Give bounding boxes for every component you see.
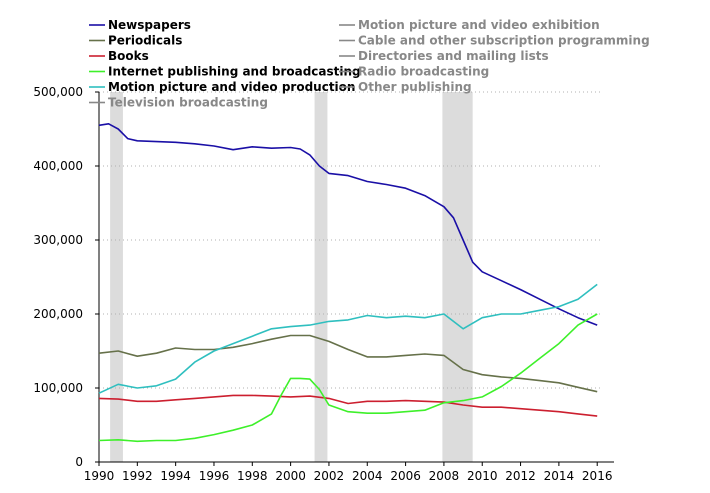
series-lines bbox=[98, 123, 598, 443]
legend-item-internet-publishing-and-broadcasting[interactable]: Internet publishing and broadcasting bbox=[89, 65, 361, 79]
legend-item-other-publishing[interactable]: Other publishing bbox=[339, 80, 472, 94]
x-tick-label: 2004 bbox=[352, 469, 383, 483]
recession-band-2 bbox=[314, 92, 328, 462]
legend-item-motion-picture-and-video-exhibition[interactable]: Motion picture and video exhibition bbox=[339, 18, 600, 32]
series-line-periodicals bbox=[98, 334, 598, 393]
x-tick-label: 2012 bbox=[505, 469, 536, 483]
x-tick-label: 1998 bbox=[237, 469, 268, 483]
legend-label: Motion picture and video exhibition bbox=[358, 18, 600, 32]
legend-item-motion-picture-and-video-production[interactable]: Motion picture and video production bbox=[89, 80, 355, 94]
y-tick-label: 500,000 bbox=[33, 85, 83, 99]
x-tick-label: 2002 bbox=[314, 469, 345, 483]
legend-label: Other publishing bbox=[358, 80, 472, 94]
legend-label: Radio broadcasting bbox=[358, 65, 489, 79]
legend-label: Periodicals bbox=[108, 34, 182, 48]
x-tick-label: 1994 bbox=[160, 469, 191, 483]
x-tick-label: 2000 bbox=[275, 469, 306, 483]
x-tick-label: 1996 bbox=[199, 469, 230, 483]
legend-item-radio-broadcasting[interactable]: Radio broadcasting bbox=[339, 65, 489, 79]
series-line-motion-picture-and-video-production bbox=[98, 283, 598, 394]
series-line-internet-publishing-and-broadcasting bbox=[98, 313, 598, 443]
recession-band-1 bbox=[110, 92, 123, 462]
legend-item-periodicals[interactable]: Periodicals bbox=[89, 34, 182, 48]
x-tick-label: 1990 bbox=[84, 469, 115, 483]
x-tick-label: 2014 bbox=[544, 469, 575, 483]
y-tick-label: 300,000 bbox=[33, 233, 83, 247]
y-tick-label: 100,000 bbox=[33, 381, 83, 395]
axes: 0 100,000 200,000 300,000 400,000 500,000 1990… bbox=[33, 85, 614, 483]
x-tick-label: 2006 bbox=[390, 469, 421, 483]
recession-band-3 bbox=[442, 92, 473, 462]
gridlines bbox=[99, 91, 602, 389]
y-tick-label: 0 bbox=[75, 455, 83, 469]
legend-item-cable-and-other-subscription-programming[interactable]: Cable and other subscription programming bbox=[339, 34, 650, 48]
y-tick-label: 400,000 bbox=[33, 159, 83, 173]
legend-label: Cable and other subscription programming bbox=[358, 34, 650, 48]
legend-label: Motion picture and video production bbox=[108, 80, 355, 94]
legend-label: Television broadcasting bbox=[108, 96, 268, 110]
x-tick-label: 2016 bbox=[582, 469, 613, 483]
x-tick-label: 2010 bbox=[467, 469, 498, 483]
x-tick-label: 1992 bbox=[122, 469, 153, 483]
legend-item-television-broadcasting[interactable]: Television broadcasting bbox=[89, 96, 268, 110]
series-line-books bbox=[98, 394, 598, 417]
x-tick-label: 2008 bbox=[429, 469, 460, 483]
legend-label: Newspapers bbox=[108, 18, 191, 32]
legend-item-newspapers[interactable]: Newspapers bbox=[89, 18, 191, 32]
legend-item-directories-and-mailing-lists[interactable]: Directories and mailing lists bbox=[339, 49, 549, 63]
y-tick-label: 200,000 bbox=[33, 307, 83, 321]
legend-label: Books bbox=[108, 49, 149, 63]
legend-item-books[interactable]: Books bbox=[89, 49, 149, 63]
legend-label: Internet publishing and broadcasting bbox=[108, 65, 361, 79]
legend-label: Directories and mailing lists bbox=[358, 49, 549, 63]
series-line-newspapers bbox=[98, 123, 598, 326]
